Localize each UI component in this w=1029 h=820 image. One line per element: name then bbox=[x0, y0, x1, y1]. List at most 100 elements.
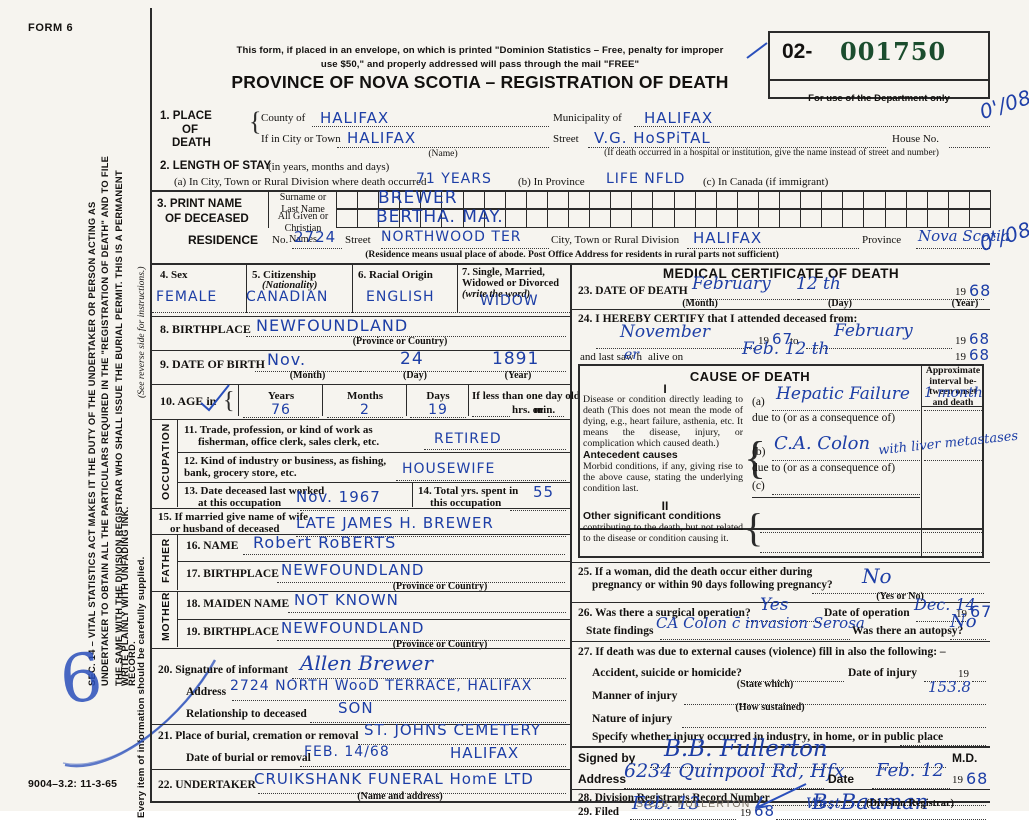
maiden-name-value: NOT KNOWN bbox=[294, 591, 399, 609]
divider-below-father-name bbox=[178, 561, 570, 562]
q27-accident-field[interactable] bbox=[746, 667, 844, 682]
certify-from-field[interactable]: November bbox=[596, 322, 756, 349]
q26-date-field[interactable]: Dec. 14 bbox=[914, 595, 976, 622]
dob-month-field[interactable]: Nov. bbox=[255, 350, 360, 372]
mother-birthplace-field[interactable]: NEWFOUNDLAND bbox=[277, 619, 565, 641]
q26-findings-label: State findings bbox=[586, 625, 654, 637]
header-ink-tick bbox=[746, 42, 768, 59]
house-no-label: House No. bbox=[892, 133, 940, 145]
grid-cell-divider bbox=[547, 209, 548, 228]
divider-below-mother bbox=[152, 648, 570, 649]
dob-day-value: 24 bbox=[400, 349, 424, 369]
burial-date-field[interactable]: FEB. 14/68 bbox=[300, 744, 566, 767]
house-no-field[interactable] bbox=[949, 133, 990, 148]
informant-address-field[interactable]: 2724 NORTH WooD TERRACE, HALIFAX bbox=[230, 678, 566, 701]
residence-province-field[interactable]: Nova Scotia bbox=[916, 227, 1010, 249]
dob-year-field[interactable]: 1891 bbox=[470, 349, 566, 372]
given-name-grid[interactable]: BERTHA. MAY. bbox=[336, 207, 991, 228]
physician-date-field[interactable]: Feb. 12 bbox=[872, 760, 950, 789]
burial-place-field[interactable]: ST. JOHNS CEMETERY bbox=[358, 721, 566, 745]
q26-findings-field[interactable]: CA Colon c̄ invasion Serosa bbox=[656, 614, 865, 640]
part-two-field-2[interactable] bbox=[760, 538, 982, 553]
stay-c-field[interactable] bbox=[858, 176, 990, 191]
q26-findings-value: CA Colon c̄ invasion Serosa bbox=[656, 614, 865, 632]
cause-a-field[interactable]: Hepatic Failure bbox=[772, 384, 920, 411]
birthplace-field[interactable]: NEWFOUNDLAND bbox=[246, 316, 566, 337]
street-field[interactable]: V.G. HoSPiTAL bbox=[588, 129, 886, 148]
city-field[interactable]: HALIFAX bbox=[337, 129, 549, 148]
informant-address-value: 2724 NORTH WooD TERRACE, HALIFAX bbox=[230, 678, 533, 694]
certify-to-field[interactable]: February bbox=[806, 321, 952, 349]
cause-of-death-box-lower bbox=[578, 530, 984, 558]
dob-day-field[interactable]: 24 bbox=[360, 349, 470, 372]
q27-date-injury-field[interactable] bbox=[924, 667, 966, 682]
q27-manner-field[interactable]: 153.8 bbox=[684, 678, 986, 705]
burial-place-value2: HALIFAX bbox=[450, 744, 520, 762]
q27-specify-field[interactable] bbox=[900, 731, 986, 746]
cause-c-field[interactable] bbox=[772, 480, 920, 495]
cause-interval-divider-lower bbox=[921, 530, 922, 558]
cell-divider-2 bbox=[352, 265, 353, 313]
spouse-label-line1: 15. If married give name of wife bbox=[158, 511, 308, 523]
last-worked-field[interactable]: Nov. 1967 bbox=[296, 488, 408, 511]
informant-signature-field[interactable]: Allen Brewer bbox=[292, 651, 566, 679]
cause-b-interval-field[interactable] bbox=[924, 446, 982, 461]
county-field[interactable]: HALIFAX bbox=[312, 109, 549, 127]
date-of-death-month-field[interactable]: February bbox=[690, 274, 798, 300]
residence-city-field[interactable]: HALIFAX bbox=[687, 229, 859, 249]
informant-relationship-field[interactable]: SON bbox=[310, 699, 566, 723]
surname-grid[interactable]: BREWER bbox=[336, 188, 991, 209]
grid-cell-divider bbox=[885, 209, 886, 228]
certify-to-year-prefix: 19 bbox=[955, 335, 966, 347]
record-number-field[interactable] bbox=[772, 792, 986, 806]
cause-a-interval-field[interactable]: 1 month bbox=[924, 385, 983, 411]
residence-no-field[interactable]: 2724 bbox=[292, 228, 342, 249]
occupation-side-label: OCCUPATION bbox=[160, 422, 172, 500]
physician-address-field[interactable]: 6234 Quinpool Rd, Hfx bbox=[624, 760, 845, 789]
certify-to-label: to bbox=[790, 335, 799, 347]
cause-a-interval-value: 1 month bbox=[924, 385, 983, 401]
q27-year-field[interactable] bbox=[972, 667, 986, 682]
record-number-label: 28. Division Registrar's Record Number bbox=[578, 792, 770, 804]
cause-b-field[interactable]: C.A. Colon bbox=[772, 433, 920, 461]
cause-part-divider bbox=[752, 497, 920, 498]
residence-street-field[interactable]: NORTHWOOD TER bbox=[381, 229, 549, 249]
stay-b-field[interactable]: LIFE NFLD bbox=[606, 171, 700, 191]
age-years-underline bbox=[243, 416, 319, 418]
total-years-field[interactable] bbox=[510, 497, 566, 511]
undertaker-label: 22. UNDERTAKER bbox=[158, 779, 256, 791]
grid-cell-divider bbox=[568, 209, 569, 228]
q27-nature-field[interactable] bbox=[682, 713, 986, 728]
father-name-field[interactable]: Robert RoBERTS bbox=[243, 533, 565, 555]
father-birthplace-value: NEWFOUNDLAND bbox=[281, 561, 425, 579]
grid-cell-divider bbox=[695, 209, 696, 228]
date-of-death-day-field[interactable]: 12 th bbox=[796, 274, 984, 300]
industry-field[interactable]: HOUSEWIFE bbox=[396, 461, 566, 481]
grid-cell-divider bbox=[336, 190, 337, 209]
part-two-field-1[interactable] bbox=[760, 518, 982, 533]
q25-field[interactable]: No bbox=[812, 564, 984, 594]
q26-autopsy-field[interactable]: No bbox=[950, 611, 986, 640]
spouse-field[interactable]: LATE JAMES H. BREWER bbox=[296, 514, 566, 537]
undertaker-field[interactable]: CRUIKSHANK FUNERAL HomE LTD bbox=[254, 770, 566, 794]
municipality-field[interactable]: HALIFAX bbox=[634, 109, 990, 127]
grid-cell-divider bbox=[589, 190, 590, 209]
medical-certificate-header: MEDICAL CERTIFICATE OF DEATH bbox=[662, 266, 900, 281]
q26-date-label: Date of operation bbox=[824, 607, 910, 619]
maiden-name-field[interactable]: NOT KNOWN bbox=[288, 591, 566, 613]
trade-field[interactable]: RETIRED bbox=[424, 431, 566, 450]
stay-a-label: (a) In City, Town or Rural Division wher… bbox=[174, 176, 427, 188]
grid-cell-divider bbox=[927, 190, 928, 209]
citizenship-sublabel: (Nationality) bbox=[262, 280, 318, 291]
undertaker-caption: (Name and address) bbox=[357, 791, 443, 802]
grid-top-rule bbox=[336, 209, 990, 210]
age-min-field[interactable] bbox=[548, 404, 564, 417]
grid-cell-divider bbox=[969, 190, 970, 209]
last-saw-field[interactable]: Feb. 12 th bbox=[700, 339, 952, 365]
signed-by-field[interactable]: B.B. Fullerton bbox=[650, 736, 946, 768]
last-saw-label: and last saw h bbox=[580, 351, 643, 363]
city-label: If in City or Town bbox=[261, 133, 341, 145]
q26-operation-field[interactable]: Yes bbox=[748, 595, 820, 622]
age-hrs-field[interactable] bbox=[472, 404, 510, 417]
father-birthplace-field[interactable]: NEWFOUNDLAND bbox=[277, 561, 565, 583]
